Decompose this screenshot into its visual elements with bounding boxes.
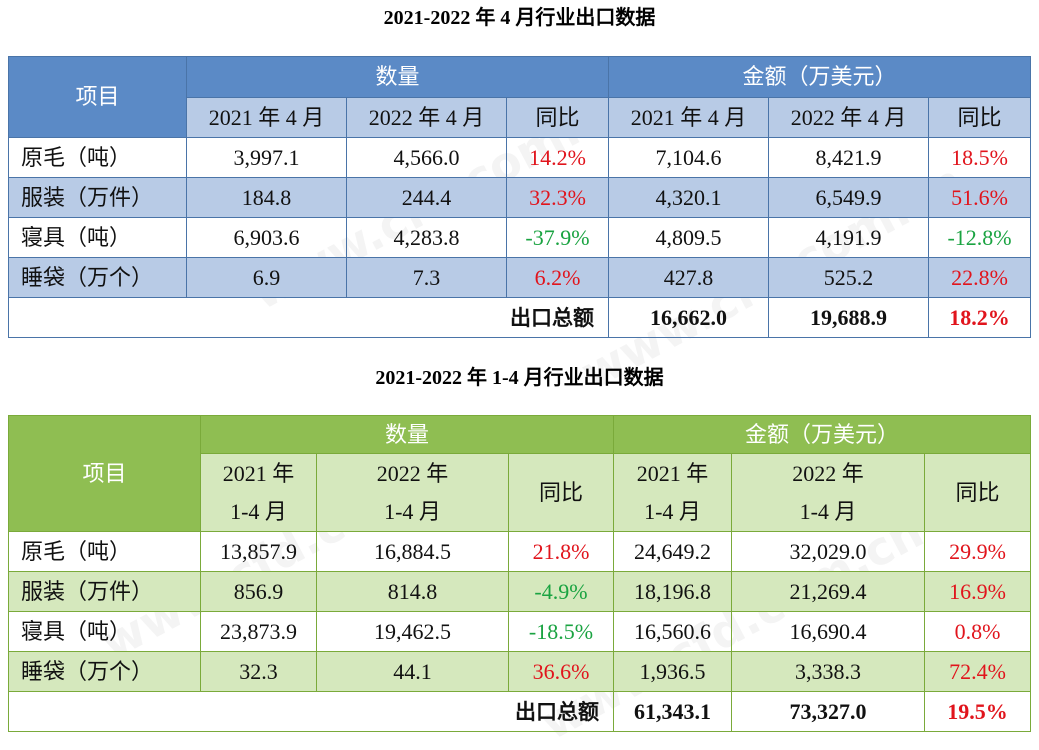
- total-row: 出口总额 16,662.0 19,688.9 18.2%: [7, 297, 1032, 338]
- amount-yoy-cell: 0.8%: [924, 611, 1032, 652]
- amount-2022-cell: 6,549.9: [768, 177, 930, 218]
- total-amount-2022: 19,688.9: [768, 297, 930, 338]
- total-amount-yoy: 18.2%: [928, 297, 1032, 338]
- item-header: 项目: [8, 56, 187, 138]
- amount-yoy-cell: 72.4%: [924, 651, 1032, 692]
- amount-yoy-cell: 51.6%: [928, 177, 1032, 218]
- amount-2021-cell: 427.8: [608, 257, 770, 298]
- qty-yoy-cell: 14.2%: [505, 137, 610, 178]
- amount-yoy-cell: -12.8%: [928, 217, 1032, 258]
- qty-2021-cell: 13,857.9: [200, 531, 317, 572]
- sub-header-amount-2022: 2022 年 4 月: [768, 97, 930, 138]
- qty-yoy-cell: -37.9%: [505, 217, 610, 258]
- sub-header-amount-2021: 2021 年 1-4 月: [613, 453, 733, 532]
- qty-yoy-cell: -18.5%: [507, 611, 615, 652]
- qty-2021-cell: 32.3: [200, 651, 317, 692]
- table-row: 服装（万件） 184.8 244.4 32.3% 4,320.1 6,549.9…: [8, 177, 1032, 218]
- amount-header: 金额（万美元）: [608, 56, 1032, 98]
- amount-2022-cell: 4,191.9: [768, 217, 930, 258]
- item-header: 项目: [8, 415, 201, 532]
- total-amount-2021: 16,662.0: [608, 297, 770, 338]
- table-row: 寝具（吨） 6,903.6 4,283.8 -37.9% 4,809.5 4,1…: [8, 217, 1032, 258]
- quantity-header: 数量: [185, 56, 610, 98]
- sub-header-amount-2021: 2021 年 4 月: [608, 97, 770, 138]
- amount-yoy-cell: 16.9%: [924, 571, 1032, 612]
- total-amount-2022: 73,327.0: [731, 691, 926, 732]
- table-row: 原毛（吨） 13,857.9 16,884.5 21.8% 24,649.2 3…: [8, 531, 1032, 572]
- qty-2021-cell: 856.9: [200, 571, 317, 612]
- row-label: 服装（万件）: [8, 177, 187, 218]
- quantity-header: 数量: [199, 415, 615, 454]
- qty-2022-cell: 44.1: [316, 651, 509, 692]
- qty-2022-cell: 16,884.5: [316, 531, 509, 572]
- amount-yoy-cell: 18.5%: [928, 137, 1032, 178]
- sub-header-qty-2021: 2021 年 1-4 月: [200, 453, 317, 532]
- amount-2021-cell: 4,320.1: [608, 177, 770, 218]
- qty-2022-cell: 244.4: [346, 177, 507, 218]
- amount-2021-cell: 18,196.8: [613, 571, 733, 612]
- row-label: 寝具（吨）: [8, 217, 187, 258]
- total-label: 出口总额: [7, 297, 610, 338]
- ytd-export-table: 项目 数量 金额（万美元） 2021 年 1-4 月 2022 年 1-4 月 同比…: [7, 415, 1032, 732]
- amount-yoy-cell: 29.9%: [924, 531, 1032, 572]
- qty-2022-cell: 4,283.8: [346, 217, 507, 258]
- table-row: 原毛（吨） 3,997.1 4,566.0 14.2% 7,104.6 8,42…: [8, 137, 1032, 178]
- total-label: 出口总额: [7, 691, 615, 732]
- table-row: 睡袋（万个） 32.3 44.1 36.6% 1,936.5 3,338.3 7…: [8, 651, 1032, 692]
- amount-2021-cell: 4,809.5: [608, 217, 770, 258]
- qty-yoy-cell: -4.9%: [507, 571, 615, 612]
- amount-yoy-cell: 22.8%: [928, 257, 1032, 298]
- amount-2022-cell: 8,421.9: [768, 137, 930, 178]
- row-label: 原毛（吨）: [8, 137, 187, 178]
- qty-2022-cell: 19,462.5: [316, 611, 509, 652]
- sub-header-amount-2022: 2022 年 1-4 月: [731, 453, 926, 532]
- table2-title: 2021-2022 年 1-4 月行业出口数据: [375, 367, 664, 389]
- qty-2021-cell: 6.9: [186, 257, 347, 298]
- qty-yoy-cell: 6.2%: [505, 257, 610, 298]
- sub-header-qty-yoy: 同比: [507, 453, 615, 532]
- qty-yoy-cell: 36.6%: [507, 651, 615, 692]
- total-row: 出口总额 61,343.1 73,327.0 19.5%: [7, 691, 1032, 732]
- table1-title: 2021-2022 年 4 月行业出口数据: [383, 7, 656, 29]
- amount-2021-cell: 16,560.6: [613, 611, 733, 652]
- sub-header-amount-yoy: 同比: [928, 97, 1032, 138]
- amount-2022-cell: 21,269.4: [731, 571, 926, 612]
- sub-header-qty-2021: 2021 年 4 月: [186, 97, 347, 138]
- qty-2021-cell: 184.8: [186, 177, 347, 218]
- qty-yoy-cell: 21.8%: [507, 531, 615, 572]
- amount-header: 金额（万美元）: [613, 415, 1032, 454]
- row-label: 原毛（吨）: [8, 531, 201, 572]
- sub-header-qty-yoy: 同比: [505, 97, 610, 138]
- amount-2022-cell: 525.2: [768, 257, 930, 298]
- amount-2022-cell: 32,029.0: [731, 531, 926, 572]
- amount-2021-cell: 1,936.5: [613, 651, 733, 692]
- qty-2021-cell: 23,873.9: [200, 611, 317, 652]
- table-row: 服装（万件） 856.9 814.8 -4.9% 18,196.8 21,269…: [8, 571, 1032, 612]
- table-row: 寝具（吨） 23,873.9 19,462.5 -18.5% 16,560.6 …: [8, 611, 1032, 652]
- qty-2021-cell: 3,997.1: [186, 137, 347, 178]
- row-label: 睡袋（万个）: [8, 651, 201, 692]
- qty-2021-cell: 6,903.6: [186, 217, 347, 258]
- qty-2022-cell: 4,566.0: [346, 137, 507, 178]
- sub-header-amount-yoy: 同比: [924, 453, 1032, 532]
- amount-2021-cell: 7,104.6: [608, 137, 770, 178]
- row-label: 睡袋（万个）: [8, 257, 187, 298]
- row-label: 寝具（吨）: [8, 611, 201, 652]
- qty-2022-cell: 7.3: [346, 257, 507, 298]
- sub-header-qty-2022: 2022 年 1-4 月: [316, 453, 509, 532]
- qty-yoy-cell: 32.3%: [505, 177, 610, 218]
- qty-2022-cell: 814.8: [316, 571, 509, 612]
- amount-2021-cell: 24,649.2: [613, 531, 733, 572]
- amount-2022-cell: 3,338.3: [731, 651, 926, 692]
- row-label: 服装（万件）: [8, 571, 201, 612]
- total-amount-yoy: 19.5%: [924, 691, 1032, 732]
- sub-header-qty-2022: 2022 年 4 月: [346, 97, 507, 138]
- table-row: 睡袋（万个） 6.9 7.3 6.2% 427.8 525.2 22.8%: [8, 257, 1032, 298]
- monthly-export-table: 项目 数量 金额（万美元） 2021 年 4 月 2022 年 4 月 同比 2…: [7, 56, 1032, 338]
- total-amount-2021: 61,343.1: [613, 691, 733, 732]
- amount-2022-cell: 16,690.4: [731, 611, 926, 652]
